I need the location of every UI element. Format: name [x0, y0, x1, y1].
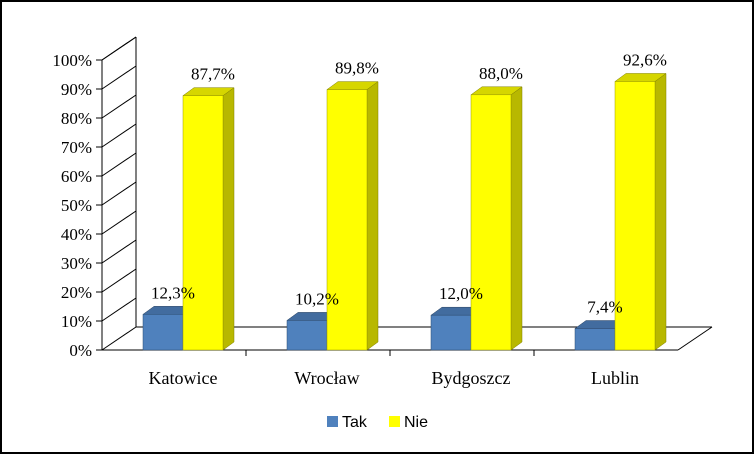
y-wall-diagonal	[101, 152, 137, 177]
y-tick-label: 70%	[61, 138, 92, 157]
y-tick-label: 0%	[69, 341, 92, 360]
bar-front	[182, 95, 224, 351]
bar-front	[142, 314, 184, 351]
y-wall-diagonal	[101, 326, 137, 351]
y-wall-diagonal	[101, 239, 137, 264]
y-tick-label: 80%	[61, 109, 92, 128]
x-category-label: Bydgoszcz	[432, 368, 511, 388]
y-wall-diagonal	[101, 123, 137, 148]
bar-side	[510, 86, 523, 351]
bar-nie-1	[326, 81, 379, 351]
y-wall-diagonal	[101, 65, 137, 90]
y-wall-diagonal	[101, 36, 137, 61]
x-category-label: Wrocław	[294, 368, 359, 388]
data-label: 10,2%	[295, 289, 339, 308]
floor-right-edge	[677, 326, 713, 351]
y-wall-diagonal	[101, 210, 137, 235]
bar-front	[614, 81, 656, 351]
y-wall-diagonal	[101, 94, 137, 119]
y-wall-diagonal	[101, 268, 137, 293]
y-tick-label: 100%	[52, 51, 92, 70]
x-axis-ticks: Katowice Wrocław Bydgoszcz Lublin	[149, 350, 639, 388]
y-wall-diagonal	[101, 181, 137, 206]
data-label: 88,0%	[479, 64, 523, 83]
y-tick-label: 20%	[61, 283, 92, 302]
data-label: 7,4%	[587, 298, 622, 317]
bar-front	[286, 320, 328, 351]
data-label: 87,7%	[191, 65, 235, 84]
y-tick-label: 90%	[61, 80, 92, 99]
legend: Tak Nie	[327, 414, 428, 431]
bar-front	[470, 94, 512, 351]
bar-series	[142, 72, 667, 351]
bar-side	[222, 87, 235, 351]
x-category-label: Katowice	[149, 368, 218, 388]
y-tick-label: 40%	[61, 225, 92, 244]
bar-nie-0	[182, 87, 235, 351]
legend-label: Tak	[342, 414, 368, 431]
bar-front	[326, 89, 368, 351]
bar-side	[654, 72, 667, 351]
y-axis-ticks: 0% 10% 20% 30% 40% 50% 60% 70% 80% 90% 100%	[52, 36, 137, 360]
y-tick-label: 30%	[61, 254, 92, 273]
bar-nie-3	[614, 72, 667, 351]
bar-front	[574, 328, 616, 351]
bar-tak-3	[574, 320, 627, 351]
bar-nie-2	[470, 86, 523, 351]
y-tick-label: 10%	[61, 312, 92, 331]
legend-swatch	[327, 416, 338, 427]
data-labels: 12,3% 87,7% 10,2% 89,8% 12,0% 88,0% 7,4% 92,6%	[151, 50, 667, 316]
bar-side	[366, 81, 379, 351]
x-category-label: Lublin	[591, 368, 639, 388]
data-label: 89,8%	[335, 59, 379, 78]
data-label: 92,6%	[623, 50, 667, 69]
bar-front	[430, 314, 472, 351]
y-tick-label: 60%	[61, 167, 92, 186]
y-wall-diagonal	[101, 297, 137, 322]
data-label: 12,3%	[151, 283, 195, 302]
legend-label: Nie	[404, 414, 428, 431]
data-label: 12,0%	[439, 284, 483, 303]
y-tick-label: 50%	[61, 196, 92, 215]
legend-swatch	[389, 416, 400, 427]
